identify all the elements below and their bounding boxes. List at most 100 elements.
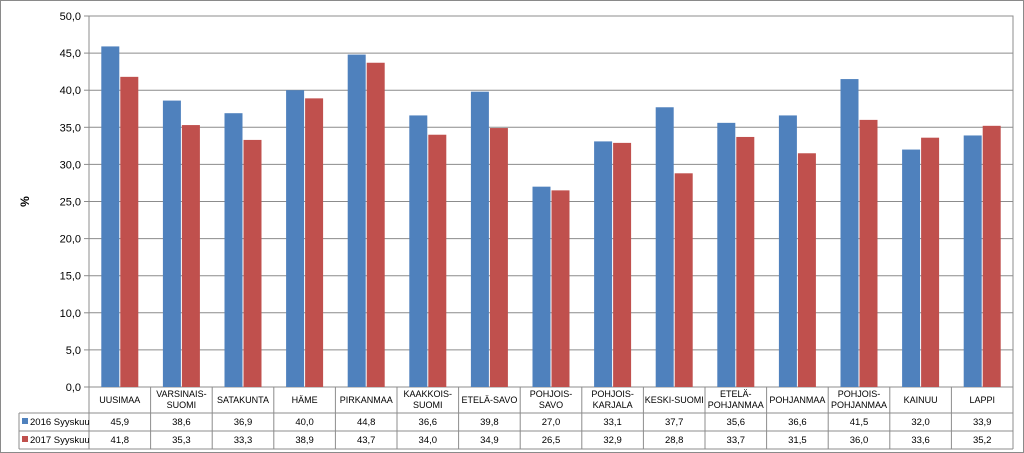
x-tick-label: POHJOIS-KARJALA bbox=[591, 389, 634, 410]
bar-2016 bbox=[286, 90, 305, 387]
bar-2016 bbox=[532, 186, 551, 387]
x-tick-label-line: KARJALA bbox=[593, 400, 633, 410]
data-label: 36,6 bbox=[788, 417, 807, 428]
x-tick-label-line: POHJOIS- bbox=[591, 389, 634, 399]
x-tick-label: KAINUU bbox=[904, 395, 938, 405]
data-label: 39,8 bbox=[480, 417, 499, 428]
x-tick-label-line: POHJANMAA bbox=[708, 400, 764, 410]
data-label: 34,0 bbox=[419, 435, 438, 446]
y-tick-label: 35,0 bbox=[60, 122, 81, 134]
data-label: 35,6 bbox=[727, 417, 746, 428]
x-tick-label: LAPPI bbox=[969, 395, 995, 405]
y-axis-label: % bbox=[18, 196, 32, 207]
y-tick-label: 0,0 bbox=[66, 382, 81, 394]
bar-2016 bbox=[902, 149, 921, 387]
bar-2016 bbox=[655, 107, 674, 388]
bar-2017 bbox=[736, 136, 755, 387]
data-label: 36,6 bbox=[419, 417, 438, 428]
bar-2016 bbox=[840, 79, 859, 387]
bar-2016 bbox=[594, 141, 613, 387]
legend-key bbox=[22, 436, 28, 442]
data-label: 33,1 bbox=[603, 417, 622, 428]
data-label: 45,9 bbox=[111, 417, 130, 428]
bar-2016 bbox=[347, 54, 366, 388]
bar-2017 bbox=[982, 125, 1001, 387]
data-label: 44,8 bbox=[357, 417, 376, 428]
data-label: 34,9 bbox=[480, 435, 499, 446]
x-tick-label: VARSINAIS-SUOMI bbox=[156, 389, 206, 410]
data-label: 33,3 bbox=[234, 435, 253, 446]
x-tick-label: KESKI-SUOMI bbox=[645, 395, 704, 405]
data-label: 33,7 bbox=[727, 435, 746, 446]
x-tick-label-line: VARSINAIS- bbox=[156, 389, 206, 399]
data-label: 37,7 bbox=[665, 417, 684, 428]
data-label: 40,0 bbox=[295, 417, 314, 428]
x-tick-label: PIRKANMAA bbox=[340, 395, 393, 405]
x-tick-label-line: POHJANMAA bbox=[831, 400, 887, 410]
data-label: 38,6 bbox=[172, 417, 191, 428]
y-tick-label: 5,0 bbox=[66, 345, 81, 357]
x-tick-label-line: SUOMI bbox=[167, 400, 197, 410]
x-tick-label-line: SUOMI bbox=[413, 400, 443, 410]
x-tick-label: POHJOIS-POHJANMAA bbox=[831, 389, 887, 410]
data-label: 33,6 bbox=[911, 435, 930, 446]
data-label: 35,2 bbox=[973, 435, 992, 446]
data-label: 27,0 bbox=[542, 417, 561, 428]
bar-2017 bbox=[613, 142, 632, 387]
x-tick-label-line: POHJOIS- bbox=[530, 389, 573, 399]
data-label: 31,5 bbox=[788, 435, 807, 446]
bar-2016 bbox=[101, 46, 120, 388]
x-tick-label: UUSIMAA bbox=[99, 395, 140, 405]
y-tick-label: 30,0 bbox=[60, 159, 81, 171]
bar-2017 bbox=[674, 173, 693, 387]
bar-2017 bbox=[921, 137, 940, 387]
legend-label: 2017 Syyskuu bbox=[30, 435, 90, 446]
legend-key bbox=[22, 418, 28, 424]
data-label: 36,0 bbox=[850, 435, 869, 446]
x-tick-label: ETELÄ-SAVO bbox=[461, 395, 517, 405]
y-tick-label: 20,0 bbox=[60, 234, 81, 246]
x-tick-label: ETELÄ-POHJANMAA bbox=[708, 389, 764, 410]
bar-2017 bbox=[366, 62, 385, 387]
bar-2017 bbox=[859, 119, 878, 387]
bar-2017 bbox=[551, 190, 570, 387]
x-tick-label: POHJOIS-SAVO bbox=[530, 389, 573, 410]
data-label: 32,0 bbox=[911, 417, 930, 428]
bar-2017 bbox=[797, 153, 816, 387]
bar-2016 bbox=[224, 113, 243, 388]
y-tick-label: 50,0 bbox=[60, 11, 81, 23]
data-label: 36,9 bbox=[234, 417, 253, 428]
y-tick-label: 40,0 bbox=[60, 85, 81, 97]
x-tick-label-line: POHJOIS- bbox=[838, 389, 881, 399]
data-label: 32,9 bbox=[603, 435, 622, 446]
x-tick-label-line: KAAKKOIS- bbox=[404, 389, 453, 399]
bar-2017 bbox=[428, 134, 447, 387]
bar-2016 bbox=[162, 100, 181, 387]
bar-2016 bbox=[409, 115, 428, 387]
data-label: 38,9 bbox=[295, 435, 314, 446]
bar-2016 bbox=[470, 91, 489, 388]
bar-2017 bbox=[243, 139, 262, 387]
bar-2016 bbox=[963, 135, 982, 387]
y-tick-label: 45,0 bbox=[60, 48, 81, 60]
bar-2016 bbox=[717, 122, 736, 388]
data-label: 41,5 bbox=[850, 417, 869, 428]
legend-label: 2016 Syyskuu bbox=[30, 417, 90, 428]
bar-2017 bbox=[489, 128, 508, 387]
x-tick-label: POHJANMAA bbox=[769, 395, 825, 405]
data-label: 28,8 bbox=[665, 435, 684, 446]
bar-2017 bbox=[305, 98, 324, 387]
bar-2017 bbox=[181, 125, 200, 387]
x-tick-label: SATAKUNTA bbox=[217, 395, 269, 405]
x-tick-label-line: SAVO bbox=[539, 400, 563, 410]
bar-2016 bbox=[778, 115, 797, 387]
x-tick-label: HÄME bbox=[292, 395, 318, 405]
bar-2017 bbox=[120, 76, 139, 388]
data-label: 43,7 bbox=[357, 435, 376, 446]
y-tick-label: 10,0 bbox=[60, 308, 81, 320]
x-tick-label: KAAKKOIS-SUOMI bbox=[404, 389, 453, 410]
x-tick-label-line: ETELÄ- bbox=[720, 389, 752, 399]
data-label: 26,5 bbox=[542, 435, 561, 446]
